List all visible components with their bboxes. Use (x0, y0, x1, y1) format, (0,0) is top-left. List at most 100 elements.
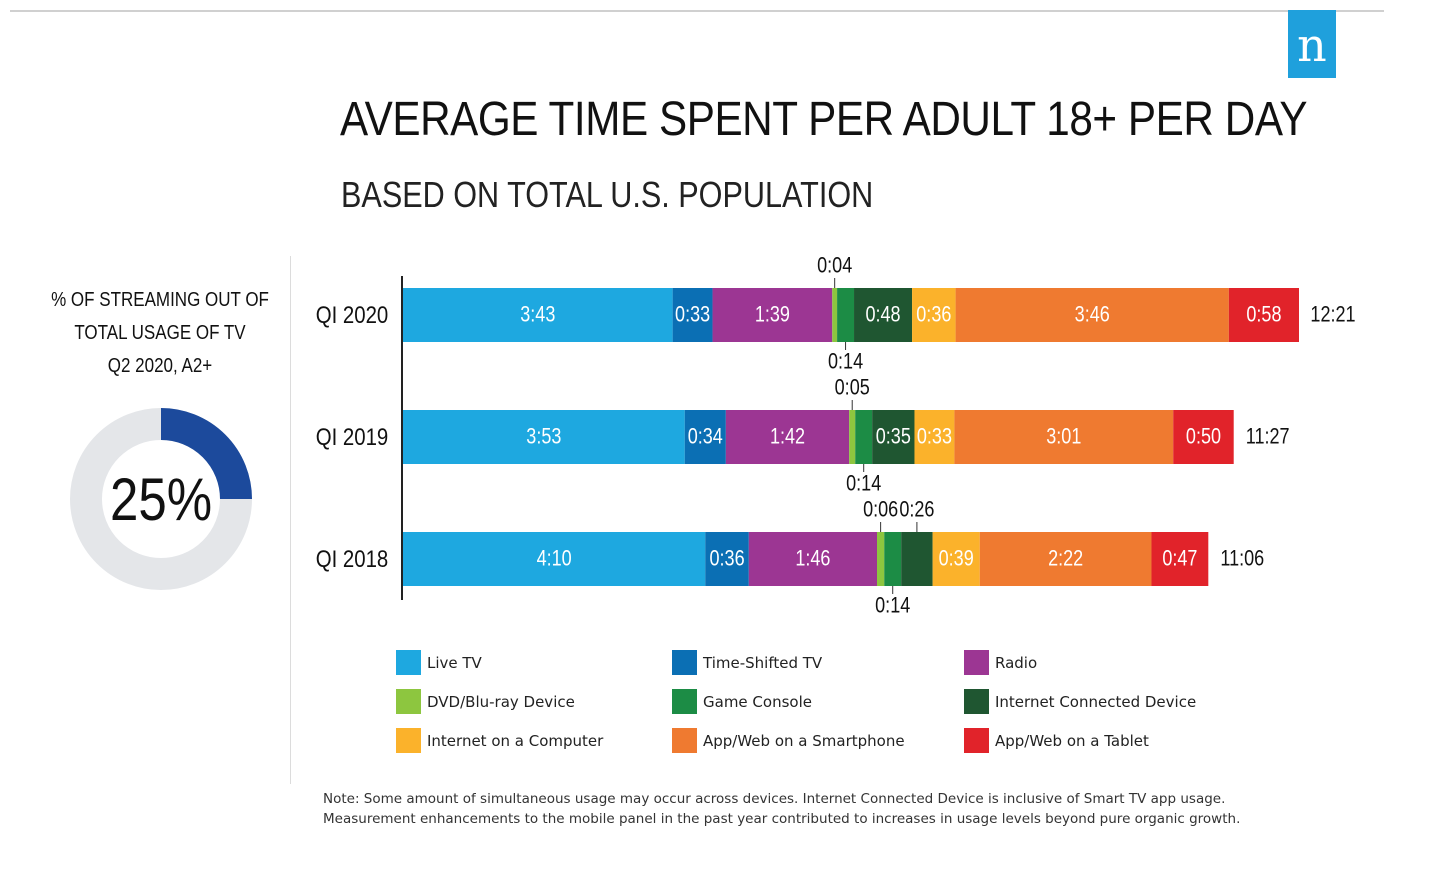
panel-divider (290, 256, 291, 784)
data-label: 0:26 (899, 498, 934, 522)
bar-segment (403, 532, 706, 586)
bar-segment (403, 288, 673, 342)
bar-segment (901, 532, 933, 586)
data-label: 0:39 (939, 547, 974, 571)
legend-item: App/Web on a Smartphone (672, 728, 964, 753)
legend-swatch (672, 728, 697, 753)
legend-swatch (672, 650, 697, 675)
legend-item: App/Web on a Tablet (964, 728, 1264, 753)
bar-segment (979, 532, 1152, 586)
data-label: 0:34 (688, 425, 723, 449)
data-label: 0:33 (917, 425, 952, 449)
chart-legend: Live TV Time-Shifted TV Radio DVD/Blu-ray D… (396, 650, 1276, 753)
legend-item: Live TV (396, 650, 672, 675)
category-label: QI 2019 (316, 424, 389, 451)
legend-swatch (672, 689, 697, 714)
legend-label: Game Console (703, 692, 812, 711)
category-label: QI 2018 (316, 546, 389, 573)
legend-label: Internet on a Computer (427, 731, 604, 750)
data-label: 0:48 (865, 303, 900, 327)
total-label: 11:06 (1220, 547, 1264, 571)
bar-segment (1151, 532, 1209, 586)
bar-segment (954, 410, 1174, 464)
streaming-share-donut (70, 408, 252, 590)
legend-swatch (964, 650, 989, 675)
footnote: Note: Some amount of simultaneous usage … (323, 789, 1383, 829)
footnote-line-2: Measurement enhancements to the mobile p… (323, 811, 1241, 827)
data-label: 0:14 (846, 472, 881, 496)
bar-segment (403, 410, 685, 464)
total-label: 12:21 (1310, 303, 1355, 327)
nielsen-logo: n (1288, 10, 1336, 78)
stacked-bar-chart: QI 2020 3:43 0:33 1:390:040:140:48 0:36 3:46 0… (316, 254, 1356, 618)
page-title: AVERAGE TIME SPENT PER ADULT 18+ PER DAY (340, 93, 1308, 146)
bar-segment (748, 532, 877, 586)
legend-label: DVD/Blu-ray Device (427, 692, 575, 711)
data-label: 0:06 (863, 498, 898, 522)
streaming-share-value: 25% (109, 465, 213, 533)
donut-streaming-arc (70, 408, 252, 590)
bar-segment (705, 532, 749, 586)
data-label: 0:36 (710, 547, 745, 571)
bar-segment (832, 288, 838, 342)
legend-item: Time-Shifted TV (672, 650, 964, 675)
data-label: 3:46 (1075, 303, 1110, 327)
legend-label: Internet Connected Device (995, 692, 1197, 711)
legend-item: Game Console (672, 689, 964, 714)
data-label: 3:53 (526, 425, 561, 449)
legend-swatch (964, 689, 989, 714)
data-label: 3:43 (520, 303, 555, 327)
bar-segment (837, 288, 855, 342)
legend-item: Internet Connected Device (964, 689, 1264, 714)
legend-item: Internet on a Computer (396, 728, 672, 753)
bar-segment (855, 410, 873, 464)
legend-label: Live TV (427, 653, 482, 672)
bar-segment (672, 288, 713, 342)
bar-segment (912, 288, 956, 342)
legend-item: DVD/Blu-ray Device (396, 689, 672, 714)
page-subtitle: BASED ON TOTAL U.S. POPULATION (341, 174, 874, 215)
bar-segment (1228, 288, 1299, 342)
data-label: 2:22 (1048, 547, 1083, 571)
legend-swatch (396, 728, 421, 753)
bar-segment (1173, 410, 1234, 464)
data-label: 0:36 (916, 303, 951, 327)
bar-segment (684, 410, 726, 464)
bar-segment (712, 288, 833, 342)
data-label: 1:42 (770, 425, 805, 449)
bar-segment (876, 532, 885, 586)
data-label: 0:47 (1162, 547, 1197, 571)
data-label: 0:58 (1246, 303, 1281, 327)
bar-segment (854, 288, 913, 342)
data-label: 0:05 (835, 376, 870, 400)
legend-swatch (964, 728, 989, 753)
category-label: QI 2020 (316, 302, 389, 329)
bar-segment (725, 410, 850, 464)
bar-segment (872, 410, 915, 464)
data-label: 0:14 (875, 594, 910, 618)
data-label: 1:46 (795, 547, 830, 571)
bar-segment (955, 288, 1229, 342)
data-label: 0:04 (817, 254, 852, 278)
data-label: 0:14 (828, 350, 863, 374)
streaming-share-label: % OF STREAMING OUT OF TOTAL USAGE OF TV … (51, 289, 269, 377)
legend-swatch (396, 689, 421, 714)
footnote-line-1: Note: Some amount of simultaneous usage … (323, 791, 1226, 807)
bar-segment (914, 410, 955, 464)
bar-segment (884, 532, 902, 586)
data-label: 0:33 (675, 303, 710, 327)
legend-swatch (396, 650, 421, 675)
top-rule (10, 10, 1384, 12)
legend-item: Radio (964, 650, 1264, 675)
data-label: 1:39 (755, 303, 790, 327)
legend-label: App/Web on a Smartphone (703, 731, 905, 750)
bar-segment (932, 532, 980, 586)
data-label: 0:50 (1186, 425, 1221, 449)
data-label: 4:10 (537, 547, 572, 571)
legend-label: Time-Shifted TV (703, 653, 823, 672)
legend-label: Radio (995, 653, 1038, 672)
data-label: 3:01 (1046, 425, 1081, 449)
total-label: 11:27 (1246, 425, 1290, 449)
legend-label: App/Web on a Tablet (995, 731, 1149, 750)
bar-segment (849, 410, 856, 464)
